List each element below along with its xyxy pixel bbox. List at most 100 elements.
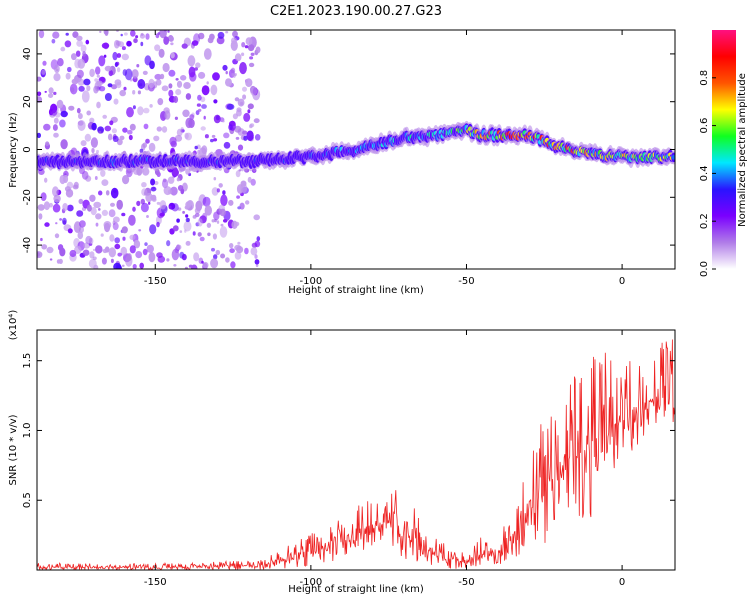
spectrogram-noise-cell xyxy=(96,101,101,109)
spectrogram-noise-cell xyxy=(110,202,115,207)
spectrogram-noise-cell xyxy=(91,122,97,131)
spectrogram-noise-cell xyxy=(55,222,58,225)
spectrogram-noise-cell xyxy=(105,190,110,196)
spectrogram-noise-cell xyxy=(101,179,109,187)
spectrogram-noise-cell xyxy=(142,142,147,148)
spectrogram-noise-cell xyxy=(239,62,247,75)
spectrogram-noise-cell xyxy=(176,244,182,250)
spectrogram-noise-cell xyxy=(219,226,228,238)
spectrogram-noise-cell xyxy=(122,264,125,267)
spectrogram-noise-cell xyxy=(75,50,81,57)
spectrogram-noise-cell xyxy=(76,40,83,47)
spectrogram-noise-cell xyxy=(215,249,221,256)
spectrogram-noise-cell xyxy=(41,69,46,75)
spectrogram-noise-cell xyxy=(37,91,42,97)
spectrogram-noise-cell xyxy=(96,74,100,78)
spectrogram-noise-cell xyxy=(121,226,128,234)
spectrogram-noise-cell xyxy=(254,254,258,259)
spectrogram-noise-cell xyxy=(100,233,104,237)
spectrogram-noise-cell xyxy=(221,120,225,123)
spectrogram-noise-cell xyxy=(126,253,132,262)
spectrogram-noise-cell xyxy=(229,243,234,249)
spectrogram-noise-cell xyxy=(185,93,192,100)
spectrogram-noise-cell xyxy=(171,248,180,261)
spectrogram-noise-cell xyxy=(116,82,122,89)
spectrogram-noise-cell xyxy=(218,183,223,188)
spectrogram-noise-cell xyxy=(104,93,112,101)
spectrogram-noise-cell xyxy=(141,182,147,188)
spectrogram-noise-cell xyxy=(241,42,246,48)
spectrogram-noise-cell xyxy=(102,114,107,119)
spectrogram-noise-cell xyxy=(98,208,101,211)
spectrogram-y-ticks: -40 -20 0 20 40 xyxy=(22,48,675,253)
spectrogram-noise-cell xyxy=(104,125,112,132)
spectrogram-noise-cell xyxy=(95,66,101,75)
spectrogram-noise-cell xyxy=(71,78,79,85)
spectrogram-noise-cell xyxy=(101,257,107,265)
spectrogram-noise-cell xyxy=(86,110,91,116)
spectrogram-noise-cell xyxy=(128,134,133,141)
spectrogram-noise-cell xyxy=(245,200,250,205)
spectrogram-noise-cell xyxy=(60,110,68,118)
spectrogram-noise-cell xyxy=(154,44,161,52)
spectrogram-noise-cell xyxy=(114,237,120,244)
spectrogram-noise-cell xyxy=(130,30,136,37)
spectrogram-noise-cell xyxy=(67,66,72,73)
spectrogram-noise-cell xyxy=(211,134,216,138)
spectrogram-noise-cell xyxy=(110,187,119,199)
spectrogram-noise-cell xyxy=(137,90,141,95)
spectrogram-noise-cell xyxy=(196,103,201,107)
spectrogram-noise-cell xyxy=(244,247,249,255)
spectrogram-x-tick-label: 0 xyxy=(619,276,625,287)
spectrogram-noise-cell xyxy=(244,45,249,49)
spectrogram-noise-cell xyxy=(211,187,219,196)
spectrogram-noise-cell xyxy=(220,223,224,227)
spectrogram-noise-cell xyxy=(203,115,206,120)
spectrogram-noise-cell xyxy=(185,240,191,246)
spectrogram-noise-cell xyxy=(144,55,152,66)
spectrogram-noise-cell xyxy=(253,118,260,124)
spectrogram-x-tick-label: -150 xyxy=(144,276,167,287)
spectrogram-ridge-layer xyxy=(37,120,675,173)
spectrogram-noise-cell xyxy=(201,145,208,155)
spectrogram-noise-cell xyxy=(210,138,214,143)
spectrogram-noise-cell xyxy=(211,247,215,252)
spectrogram-noise-cell xyxy=(53,73,61,82)
spectrogram-x-axis-label: Height of straight line (km) xyxy=(288,285,424,296)
spectrogram-noise-cell xyxy=(54,233,60,239)
spectrogram-noise-cell xyxy=(119,135,125,141)
spectrogram-noise-cell xyxy=(200,126,206,131)
spectrogram-noise-cell xyxy=(182,109,190,118)
spectrogram-noise-cell xyxy=(101,209,108,216)
spectrogram-noise-cell xyxy=(95,245,103,254)
spectrogram-noise-cell xyxy=(122,175,130,185)
spectrogram-noise-cell xyxy=(94,78,99,82)
spectrogram-noise-cell xyxy=(126,107,134,118)
snr-y-tick-label: 0.5 xyxy=(22,492,33,508)
spectrogram-noise-cell xyxy=(76,107,81,114)
spectrogram-noise-cell xyxy=(37,96,43,103)
spectrogram-noise-cell xyxy=(193,252,200,262)
colorbar-tick-label: 0.2 xyxy=(699,213,710,229)
spectrogram-noise-cell xyxy=(59,247,66,257)
spectrogram-noise-cell xyxy=(110,258,114,263)
spectrogram-noise-cell xyxy=(230,67,236,74)
spectrogram-noise-cell xyxy=(234,221,240,227)
snr-x-axis-label: Height of straight line (km) xyxy=(288,584,424,595)
spectrogram-noise-cell xyxy=(129,234,136,240)
spectrogram-noise-cell xyxy=(67,228,73,234)
spectrogram-noise-cell xyxy=(154,73,162,80)
spectrogram-noise-cell xyxy=(248,62,255,68)
spectrogram-noise-cell xyxy=(199,236,205,242)
spectrogram-noise-cell xyxy=(124,68,133,81)
spectrogram-noise-cell xyxy=(146,215,149,218)
spectrogram-noise-cell xyxy=(107,133,113,141)
spectrogram-noise-cell xyxy=(176,128,183,137)
spectrogram-noise-cell xyxy=(44,90,47,93)
spectrogram-noise-cell xyxy=(37,132,41,139)
snr-x-tick-label: -50 xyxy=(458,577,474,588)
spectrogram-noise-cell xyxy=(109,120,114,126)
spectrogram-noise-cell xyxy=(198,71,206,79)
spectrogram-noise-cell xyxy=(139,262,144,269)
spectrogram-panel: -150 -100 -50 0 -40 -20 0 20 40 Height of strai… xyxy=(8,29,676,296)
